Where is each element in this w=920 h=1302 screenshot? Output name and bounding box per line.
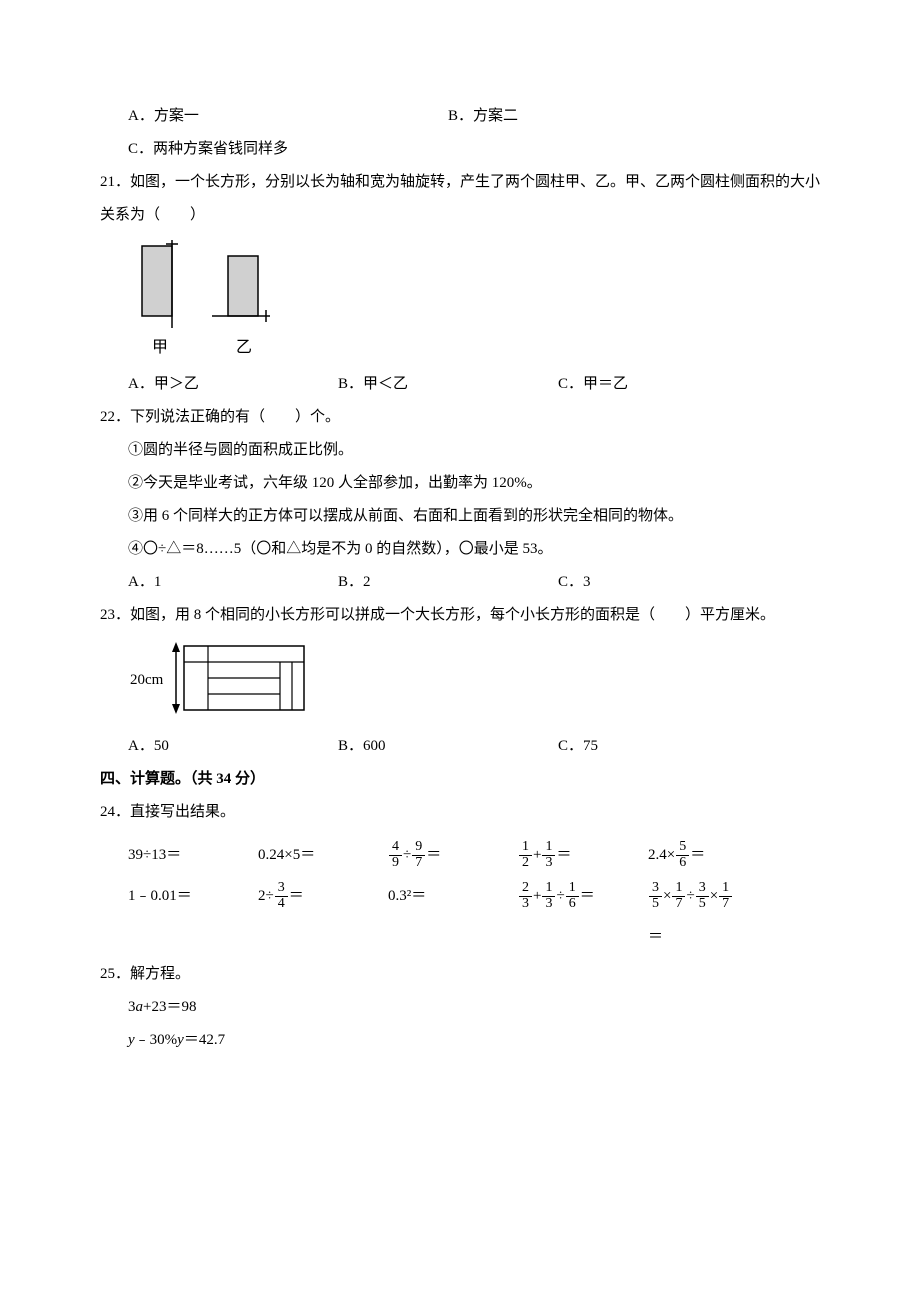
q21-stem: 21．如图，一个长方形，分别以长为轴和宽为轴旋转，产生了两个圆柱甲、乙。甲、乙两… [100,166,820,232]
table-row: 1﹣0.01＝ 2÷34＝ 0.3²＝ 23+13÷16＝ 35×17÷35×1… [128,876,778,917]
q24-r2c5: 35×17÷35×17 [648,876,778,917]
q22-s2: ②今天是毕业考试，六年级 120 人全部参加，出勤率为 120%。 [100,467,820,500]
q21-option-c: C．甲＝乙 [558,368,758,401]
q21-options: A．甲＞乙 B．甲＜乙 C．甲＝乙 [100,368,820,401]
q20-option-c: C．两种方案省钱同样多 [128,133,288,166]
q24-r1c2: 0.24×5＝ [258,835,388,876]
q23-figure: 20cm [100,636,820,726]
q23-options: A．50 B．600 C．75 [100,730,820,763]
q21-figure: 甲 乙 [100,236,820,364]
q24-r2c4: 23+13÷16＝ [518,876,648,917]
q21-option-a: A．甲＞乙 [128,368,338,401]
q21-label-yi: 乙 [236,339,252,356]
q22-option-a: A．1 [128,566,338,599]
section4-head: 四、计算题。（共 34 分） [100,763,820,796]
q24-table: 39÷13＝ 0.24×5＝ 49÷97＝ 12+13＝ 2.4×56＝ 1﹣0… [128,835,778,958]
q24-r2c2: 2÷34＝ [258,876,388,917]
q20-options: A．方案一 B．方案二 [100,100,820,133]
q20-option-b: B．方案二 [448,100,768,133]
table-row: 39÷13＝ 0.24×5＝ 49÷97＝ 12+13＝ 2.4×56＝ [128,835,778,876]
q23-label-20cm: 20cm [130,672,164,688]
q24-r2c1: 1﹣0.01＝ [128,876,258,917]
q22-option-b: B．2 [338,566,558,599]
q24-r1c4: 12+13＝ [518,835,648,876]
q23-stem: 23．如图，用 8 个相同的小长方形可以拼成一个大长方形，每个小长方形的面积是（… [100,599,820,632]
table-row: ＝ [128,917,778,958]
q23-option-c: C．75 [558,730,758,763]
q22-option-c: C．3 [558,566,758,599]
q22-options: A．1 B．2 C．3 [100,566,820,599]
q25-stem: 25．解方程。 [100,958,820,991]
q23-option-b: B．600 [338,730,558,763]
q22-stem: 22．下列说法正确的有（ ）个。 [100,401,820,434]
q23-svg: 20cm [128,636,328,726]
q25-eq2: y﹣30%y＝42.7 [100,1024,820,1057]
q22-s4: ④〇÷△＝8……5（〇和△均是不为 0 的自然数），〇最小是 53。 [100,533,820,566]
q24-stem: 24．直接写出结果。 [100,796,820,829]
q25-eq1: 3a+23＝98 [100,991,820,1024]
q22-s1: ①圆的半径与圆的面积成正比例。 [100,434,820,467]
q23-option-a: A．50 [128,730,338,763]
q21-option-b: B．甲＜乙 [338,368,558,401]
q24-r1c5: 2.4×56＝ [648,835,778,876]
q24-r1c3: 49÷97＝ [388,835,518,876]
q21-svg: 甲 乙 [128,236,288,364]
q20-option-a: A．方案一 [128,100,448,133]
q21-label-jia: 甲 [152,339,168,356]
q22-s3: ③用 6 个同样大的正方体可以摆成从前面、右面和上面看到的形状完全相同的物体。 [100,500,820,533]
q24-r2c3: 0.3²＝ [388,876,518,917]
q20-options-row2: C．两种方案省钱同样多 [100,133,820,166]
q24-r1c1: 39÷13＝ [128,835,258,876]
q24-r3c5: ＝ [648,917,778,958]
